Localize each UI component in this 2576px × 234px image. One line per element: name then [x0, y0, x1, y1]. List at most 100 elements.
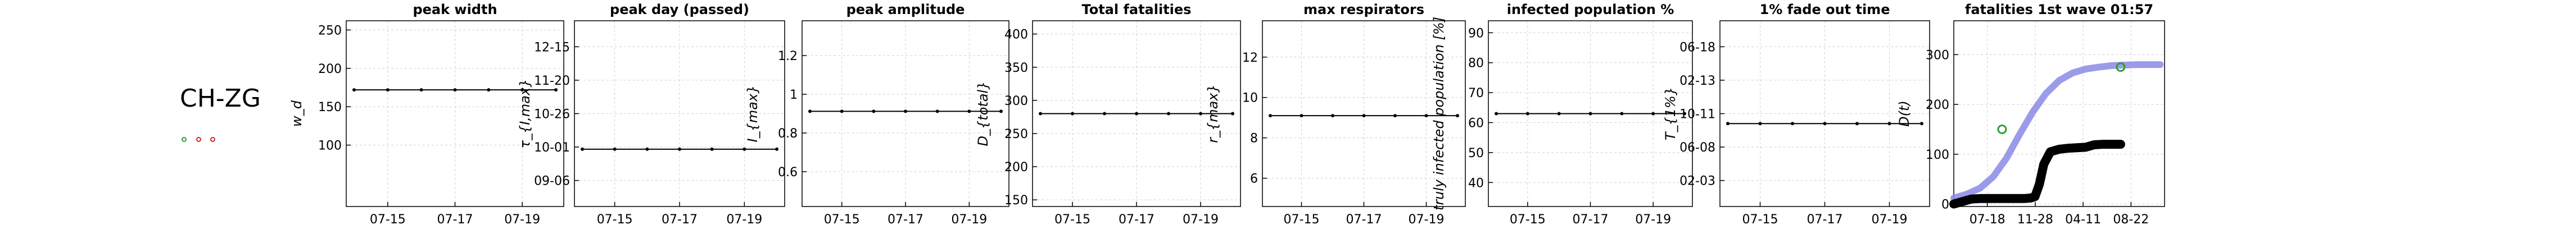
xtick-label-6-0: 07-15 [1742, 213, 1778, 227]
ylabel-7: D(t) [1896, 100, 1912, 127]
data-point-2-3 [904, 109, 907, 113]
ytick-label-0-0: 100 [318, 139, 342, 153]
data-point-0-3 [453, 88, 457, 92]
xtick-label-0-2: 07-19 [504, 213, 540, 227]
data-point-0-4 [487, 88, 491, 92]
chart-title-1: peak day (passed) [610, 2, 749, 17]
ytick-label-2-1: 0.8 [778, 127, 798, 141]
ytick-label-6-2: 10-11 [1679, 108, 1715, 122]
ytick-label-5-5: 90 [1468, 26, 1484, 40]
ylabel-1: τ_{I,max} [517, 79, 533, 149]
xtick-label-5-0: 07-15 [1510, 213, 1546, 227]
ytick-label-3-5: 400 [1004, 28, 1028, 42]
data-point-2-0 [808, 109, 812, 113]
axes-frame-0 [346, 20, 564, 207]
ytick-label-1-1: 10-01 [534, 141, 570, 155]
ytick-label-1-4: 12-15 [534, 40, 570, 54]
ylabel-3: D_{total} [975, 81, 991, 146]
data-point-3-1 [1071, 112, 1074, 116]
region-label: CH-ZG [180, 84, 261, 113]
data-point-2-2 [872, 109, 876, 113]
data-point-1-1 [613, 147, 617, 151]
xtick-label-3-2: 07-19 [1183, 213, 1219, 227]
data-point-1-3 [678, 147, 681, 151]
data-point-3-6 [1231, 112, 1234, 116]
ylabel-0: w_d [289, 100, 305, 127]
ytick-label-7-3: 300 [1926, 48, 1949, 62]
data-point-0-2 [419, 88, 423, 92]
ylabel-2: I_{max} [745, 85, 760, 143]
axes-frame-1 [574, 20, 785, 207]
ytick-label-5-1: 50 [1468, 146, 1484, 160]
ytick-label-3-4: 350 [1004, 61, 1028, 75]
ytick-label-2-2: 1 [790, 88, 798, 102]
ytick-label-3-2: 250 [1004, 127, 1028, 141]
ytick-label-6-1: 06-08 [1679, 141, 1715, 155]
xtick-label-3-0: 07-15 [1054, 213, 1090, 227]
data-point-3-4 [1167, 112, 1170, 116]
legend-marker-red-2 [210, 137, 215, 142]
data-point-4-6 [1456, 114, 1459, 118]
ytick-label-7-2: 200 [1926, 98, 1949, 112]
data-point-1-5 [743, 147, 746, 151]
marker-7-1 [2116, 62, 2126, 72]
ytick-label-1-3: 11-20 [534, 74, 570, 88]
ytick-label-2-3: 1.2 [778, 49, 798, 63]
data-point-1-6 [775, 147, 778, 151]
series-line-7-0 [1950, 61, 2164, 201]
ytick-label-3-1: 200 [1004, 160, 1028, 175]
data-point-1-0 [581, 147, 584, 151]
data-point-2-6 [999, 109, 1003, 113]
xtick-label-2-0: 07-15 [824, 213, 860, 227]
xtick-label-4-0: 07-15 [1284, 213, 1320, 227]
ytick-label-1-2: 10-26 [534, 108, 570, 122]
ytick-label-3-3: 300 [1004, 94, 1028, 108]
ytick-label-6-0: 02-03 [1679, 175, 1715, 189]
data-point-5-0 [1495, 112, 1498, 116]
xtick-label-4-2: 07-19 [1409, 213, 1445, 227]
xtick-label-6-2: 07-19 [1872, 213, 1908, 227]
data-point-0-1 [386, 88, 390, 92]
axes-frame-5 [1488, 20, 1693, 207]
data-point-1-4 [710, 147, 714, 151]
xtick-label-1-2: 07-19 [726, 213, 762, 227]
ytick-label-5-0: 40 [1468, 176, 1484, 190]
ylabel-6: T_{1%} [1663, 87, 1678, 140]
axes-frame-6 [1719, 20, 1930, 207]
data-point-4-4 [1393, 114, 1397, 118]
legend-marker-red-1 [196, 137, 201, 142]
ytick-label-6-3: 02-13 [1679, 74, 1715, 88]
ytick-label-4-1: 8 [1250, 132, 1258, 146]
data-point-5-1 [1525, 112, 1529, 116]
ytick-label-5-3: 70 [1468, 86, 1484, 100]
data-point-6-0 [1726, 122, 1730, 126]
ytick-label-0-2: 200 [318, 62, 342, 76]
axes-frame-4 [1262, 20, 1466, 207]
xtick-label-5-2: 07-19 [1635, 213, 1671, 227]
marker-7-0 [1997, 124, 2007, 134]
data-point-6-1 [1758, 122, 1762, 126]
data-point-6-3 [1823, 122, 1827, 126]
data-point-4-1 [1300, 114, 1303, 118]
ytick-label-0-3: 250 [318, 24, 342, 38]
data-point-2-5 [967, 109, 971, 113]
data-point-6-5 [1887, 122, 1891, 126]
xtick-label-7-2: 04-11 [2065, 213, 2101, 227]
data-point-5-4 [1620, 112, 1624, 116]
xtick-label-0-1: 07-17 [437, 213, 473, 227]
series-line-7-1 [1949, 140, 2125, 209]
chart-title-4: max respirators [1303, 2, 1424, 17]
data-point-5-2 [1557, 112, 1561, 116]
chart-title-0: peak width [413, 2, 497, 17]
ytick-label-5-4: 80 [1468, 57, 1484, 71]
data-point-4-5 [1424, 114, 1428, 118]
chart-title-6: 1% fade out time [1760, 2, 1890, 17]
data-point-5-3 [1588, 112, 1592, 116]
ytick-label-3-0: 150 [1004, 194, 1028, 208]
ytick-label-4-0: 6 [1250, 172, 1258, 186]
xtick-label-2-1: 07-17 [888, 213, 923, 227]
data-point-6-4 [1855, 122, 1859, 126]
xtick-label-7-0: 07-18 [1970, 213, 2005, 227]
